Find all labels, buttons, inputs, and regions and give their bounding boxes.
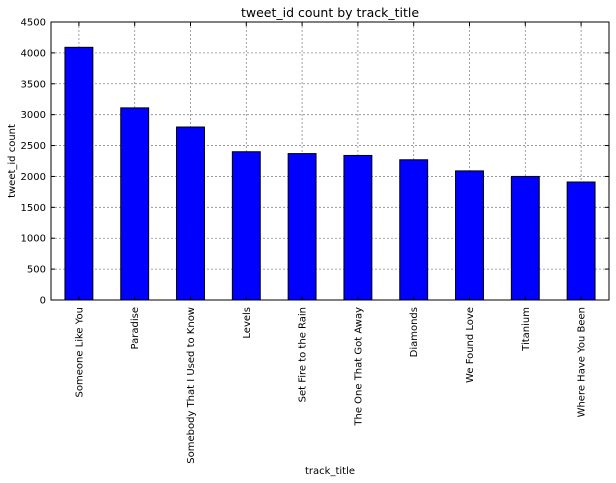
chart-title: tweet_id count by track_title xyxy=(241,5,419,20)
y-tick-label: 3000 xyxy=(21,110,46,121)
x-tick-label: Somebody That I Used to Know xyxy=(186,307,197,464)
x-tick-label: Set Fire to the Rain xyxy=(298,307,309,402)
bar xyxy=(64,46,94,301)
bars xyxy=(64,46,596,301)
x-tick-label: Levels xyxy=(242,307,253,339)
x-tick-label: Someone Like You xyxy=(74,307,85,398)
x-tick-label: Where Have You Been xyxy=(577,307,588,417)
y-tick-label: 4500 xyxy=(21,18,46,29)
y-tick-label: 3500 xyxy=(21,79,46,90)
y-tick-labels: 0 500 1000 1500 2000 2500 3000 3500 4000 4500 xyxy=(21,18,46,307)
y-tick-label: 0 xyxy=(40,296,46,307)
bar xyxy=(287,153,317,301)
bar xyxy=(343,154,373,301)
y-tick-label: 4000 xyxy=(21,48,46,59)
x-axis-label: track_title xyxy=(305,466,355,477)
bar xyxy=(120,107,150,301)
x-tick-labels: Someone Like You Paradise Somebody That I … xyxy=(74,307,587,464)
plot-frame xyxy=(50,21,610,301)
bar xyxy=(399,159,429,301)
x-tick-label: Diamonds xyxy=(409,307,420,357)
y-axis-label: tweet_id count xyxy=(7,124,18,198)
x-tick-label: The One That Got Away xyxy=(353,307,364,427)
bar xyxy=(176,126,205,301)
y-tick-label: 2000 xyxy=(21,172,46,183)
y-tick-label: 1500 xyxy=(21,203,46,214)
axis-ticks xyxy=(51,21,609,301)
bar xyxy=(455,170,484,301)
y-tick-label: 2500 xyxy=(21,141,46,152)
x-tick-label: We Found Love xyxy=(465,307,476,383)
x-tick-label: Titanium xyxy=(521,307,532,352)
x-tick-label: Paradise xyxy=(130,307,141,349)
bar xyxy=(510,175,540,301)
y-tick-label: 500 xyxy=(27,265,46,276)
y-tick-label: 1000 xyxy=(21,234,46,245)
bar xyxy=(566,181,596,301)
bar xyxy=(231,151,261,301)
